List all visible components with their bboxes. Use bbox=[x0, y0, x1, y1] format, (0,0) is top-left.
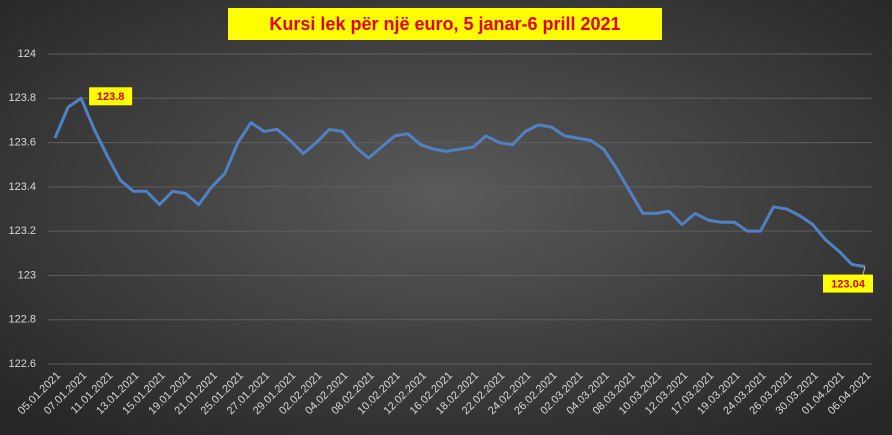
line bbox=[53, 96, 866, 269]
title-box bbox=[228, 8, 662, 40]
data-label-box bbox=[823, 274, 873, 293]
y-tick-label: 122.8 bbox=[8, 314, 36, 326]
data-label: 123.8 bbox=[97, 91, 125, 103]
y-tick-label: 123.4 bbox=[8, 181, 36, 193]
y-tick-label: 123.2 bbox=[8, 225, 36, 237]
y-tick-label: 124 bbox=[18, 48, 36, 60]
data-label-box bbox=[89, 87, 133, 106]
y-tick-label: 123.6 bbox=[8, 136, 36, 148]
y-tick-label: 123 bbox=[18, 269, 36, 281]
y-tick-label: 122.6 bbox=[8, 358, 36, 370]
data-label: 123.04 bbox=[831, 278, 866, 290]
chart-title: Kursi lek për një euro, 5 janar-6 prill … bbox=[269, 14, 620, 34]
y-tick-label: 123.8 bbox=[8, 92, 36, 104]
leader-line bbox=[862, 266, 866, 275]
